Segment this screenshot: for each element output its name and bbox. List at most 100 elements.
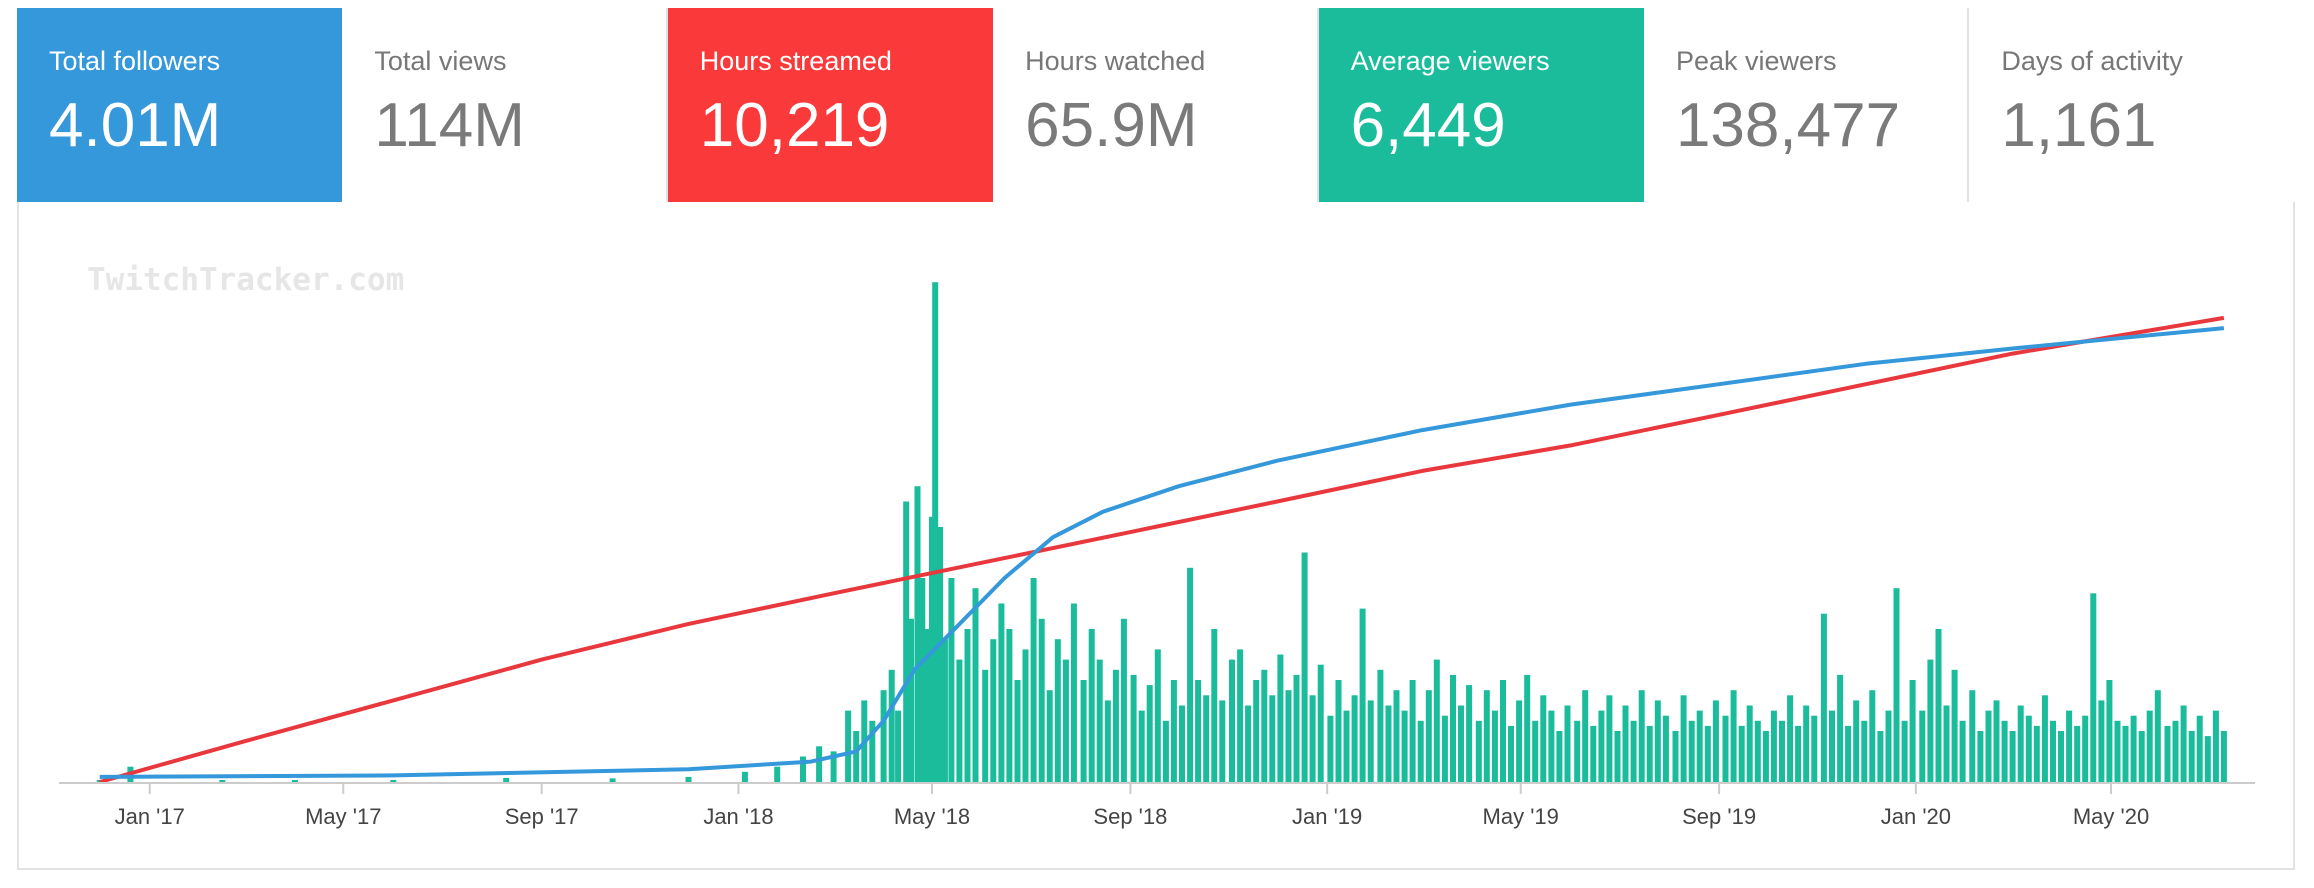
bar-116	[1662, 715, 1669, 782]
bar-137	[1837, 674, 1844, 782]
bar-21	[908, 618, 914, 782]
bar-143	[1885, 710, 1892, 782]
bar-130	[1779, 720, 1785, 782]
bar-72	[1301, 552, 1308, 782]
bar-184	[2220, 731, 2227, 782]
bar-132	[1795, 725, 1802, 782]
bar-65	[1245, 705, 1252, 782]
bar-127	[1754, 720, 1761, 782]
stat-value: 6,449	[1350, 91, 1506, 160]
bar-134	[1811, 715, 1818, 782]
bar-122	[1712, 700, 1719, 782]
bar-12	[830, 751, 837, 782]
activity-chart: TwitchTracker.com Jan '17 May '17 Sep '17 J…	[59, 262, 2255, 829]
bar-129	[1770, 710, 1777, 782]
bar-26	[932, 282, 939, 782]
bar-118	[1680, 695, 1687, 782]
bar-83	[1393, 690, 1400, 782]
bar-155	[1985, 710, 1992, 782]
stat-days-of-activity[interactable]: Days of activity 1,161	[1969, 8, 2295, 202]
bar-40	[1038, 618, 1045, 782]
bar-140	[1861, 720, 1868, 782]
bar-125	[1738, 725, 1745, 782]
stat-total-views[interactable]: Total views 114M	[342, 8, 668, 202]
bar-107	[1590, 725, 1597, 782]
bar-78	[1351, 695, 1358, 782]
stat-peak-viewers[interactable]: Peak viewers 138,477	[1643, 8, 1970, 202]
bar-95	[1491, 710, 1498, 782]
stat-total-followers[interactable]: Total followers 4.01M	[17, 8, 343, 202]
x-tick-label: Jan '20	[1881, 804, 1951, 829]
series-line-1	[99, 315, 2225, 784]
stat-value: 4.01M	[49, 91, 222, 160]
bar-133	[1803, 705, 1810, 782]
bar-98	[1516, 700, 1523, 782]
stat-average-viewers[interactable]: Average viewers 6,449	[1318, 8, 1644, 202]
bar-76	[1335, 680, 1342, 782]
bar-158	[2009, 731, 2016, 782]
bar-79	[1359, 608, 1366, 782]
bar-128	[1762, 731, 1769, 782]
stat-label: Average viewers	[1350, 46, 1550, 76]
x-tick-label: May '20	[2073, 804, 2149, 829]
bar-56	[1170, 680, 1177, 782]
bar-63	[1229, 659, 1235, 782]
bar-74	[1317, 664, 1324, 782]
bar-167	[2082, 715, 2089, 782]
bar-55	[1162, 720, 1169, 782]
bar-31	[964, 629, 971, 782]
stat-label: Hours streamed	[699, 46, 892, 76]
bar-51	[1130, 674, 1137, 782]
bar-179	[2180, 705, 2187, 782]
bar-99	[1524, 674, 1531, 782]
bar-102	[1548, 710, 1555, 782]
bar-20	[903, 501, 910, 782]
bar-58	[1187, 567, 1194, 782]
bar-120	[1696, 710, 1703, 782]
bar-11	[816, 746, 823, 782]
bar-138	[1845, 725, 1852, 782]
bar-114	[1646, 725, 1653, 782]
bar-5	[503, 777, 510, 782]
bar-38	[1022, 649, 1029, 782]
bar-41	[1046, 690, 1053, 782]
bar-109	[1606, 695, 1613, 782]
bar-45	[1080, 680, 1087, 782]
bar-81	[1377, 669, 1384, 782]
bar-124	[1730, 690, 1737, 782]
x-tick-label: Jan '18	[703, 804, 773, 829]
bar-149	[1935, 629, 1942, 782]
bar-135	[1820, 613, 1827, 782]
bar-50	[1120, 618, 1127, 782]
bar-86	[1417, 720, 1424, 782]
bar-37	[1014, 680, 1021, 782]
bar-84	[1401, 710, 1408, 782]
bar-96	[1500, 680, 1506, 782]
bar-111	[1622, 705, 1629, 782]
stat-hours-watched[interactable]: Hours watched 65.9M	[993, 8, 1319, 202]
series-line-2	[99, 326, 2225, 779]
bar-105	[1574, 720, 1581, 782]
bar-59	[1195, 680, 1202, 782]
bar-156	[1993, 700, 2000, 782]
bar-97	[1508, 725, 1514, 782]
bar-176	[2154, 690, 2161, 782]
bar-166	[2074, 725, 2081, 782]
x-tick-label: Sep '18	[1093, 804, 1167, 829]
bar-33	[982, 669, 989, 782]
chart-watermark: TwitchTracker.com	[87, 262, 404, 298]
bar-73	[1309, 695, 1316, 782]
bar-36	[1006, 629, 1013, 782]
bar-150	[1943, 705, 1950, 782]
bar-101	[1540, 695, 1547, 782]
bar-170	[2106, 680, 2113, 782]
bar-103	[1556, 731, 1563, 782]
bar-139	[1853, 700, 1860, 782]
bar-160	[2025, 715, 2032, 782]
bar-14	[853, 731, 860, 782]
bar-93	[1475, 720, 1482, 782]
bar-3	[291, 780, 298, 782]
x-tick-label: Sep '17	[505, 804, 579, 829]
stat-hours-streamed[interactable]: Hours streamed 10,219	[667, 8, 994, 202]
stat-value: 10,219	[699, 91, 890, 160]
